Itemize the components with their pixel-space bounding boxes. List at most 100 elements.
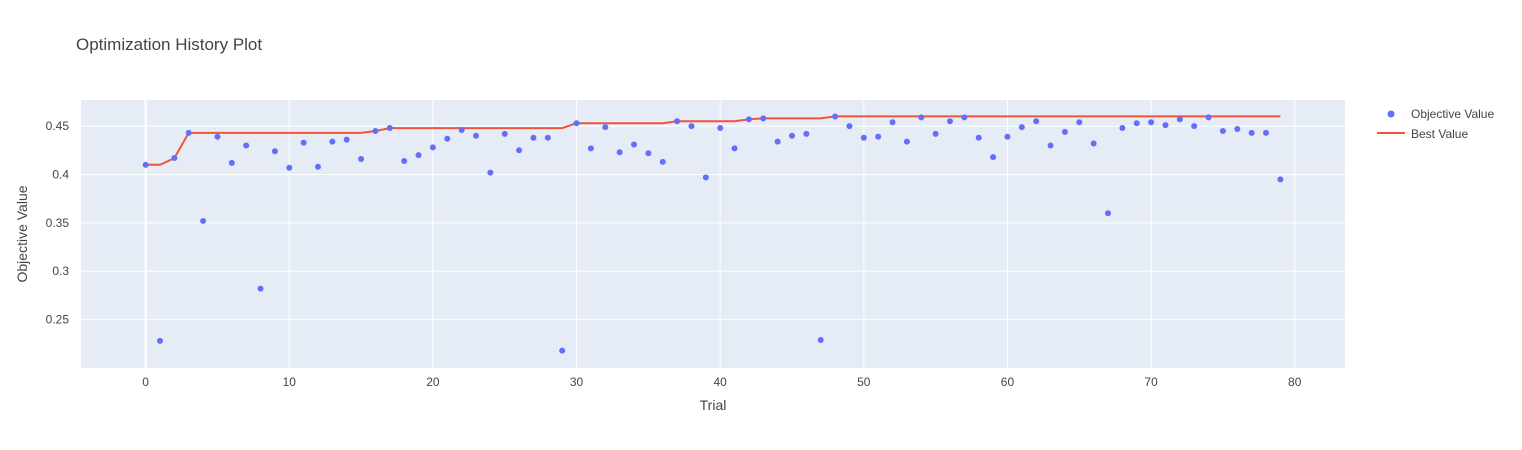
objective-value-point	[961, 114, 968, 121]
objective-value-point	[358, 156, 365, 163]
y-tick-label: 0.4	[52, 167, 69, 181]
objective-value-point	[659, 158, 666, 165]
y-tick-label: 0.3	[52, 264, 69, 278]
x-tick-label: 60	[1001, 375, 1015, 389]
objective-value-point	[947, 118, 953, 125]
objective-value-point	[1133, 120, 1140, 127]
objective-value-point	[803, 130, 810, 137]
objective-value-point	[731, 145, 738, 152]
objective-value-point	[860, 134, 867, 141]
objective-value-point	[932, 130, 939, 137]
objective-value-point	[975, 134, 982, 141]
objective-value-point	[990, 154, 997, 161]
objective-value-point	[171, 155, 178, 162]
objective-value-point	[1047, 142, 1054, 149]
objective-value-point	[1263, 129, 1269, 136]
plot-area	[81, 100, 1345, 368]
best-value-series	[145, 115, 1281, 166]
x-tick-label: 50	[857, 375, 871, 389]
objective-value-point	[1162, 122, 1169, 129]
objective-value-point	[1234, 126, 1241, 133]
objective-value-point	[516, 147, 523, 154]
objective-value-point	[257, 285, 264, 292]
objective-value-point	[918, 114, 925, 121]
objective-value-point	[458, 126, 465, 133]
objective-value-point	[1219, 127, 1226, 134]
objective-value-point	[415, 152, 422, 159]
objective-value-point	[429, 144, 436, 151]
x-tick-label: 0	[142, 375, 149, 389]
objective-value-point	[157, 337, 163, 344]
objective-value-point	[889, 119, 896, 126]
objective-value-point	[789, 132, 795, 139]
y-axis-ticks: 0.25 0.3 0.35 0.4 0.45	[46, 119, 70, 327]
objective-value-point	[903, 138, 910, 145]
objective-value-point	[1191, 123, 1198, 130]
objective-value-point	[817, 336, 824, 343]
objective-value-point	[487, 169, 494, 176]
objective-value-point	[286, 164, 293, 171]
objective-value-point	[1076, 119, 1083, 126]
objective-value-series	[142, 113, 1284, 354]
legend-item-objective-value[interactable]: Objective Value	[1387, 107, 1495, 121]
objective-value-point	[343, 136, 350, 143]
objective-value-point	[1018, 124, 1025, 131]
objective-value-point	[386, 125, 393, 132]
objective-value-point	[200, 217, 207, 224]
y-tick-label: 0.35	[46, 216, 70, 230]
objective-value-point	[559, 347, 566, 354]
objective-value-point	[1277, 176, 1284, 183]
objective-value-point	[832, 113, 839, 120]
objective-value-point	[300, 139, 307, 146]
objective-value-point	[717, 125, 724, 132]
legend-label-objective-value: Objective Value	[1411, 107, 1494, 121]
objective-value-point	[530, 134, 537, 141]
legend: Objective Value Best Value	[1377, 107, 1494, 141]
objective-value-point	[1090, 140, 1097, 147]
y-tick-label: 0.25	[46, 313, 70, 327]
objective-value-point	[745, 116, 752, 123]
x-tick-label: 80	[1288, 375, 1302, 389]
objective-value-point	[1176, 116, 1183, 123]
objective-value-point	[774, 138, 781, 145]
objective-value-point	[142, 161, 149, 168]
objective-value-point	[228, 159, 235, 166]
legend-item-best-value[interactable]: Best Value	[1377, 127, 1468, 141]
objective-value-point	[214, 133, 221, 140]
objective-value-point	[846, 123, 853, 130]
objective-value-point	[602, 124, 609, 131]
objective-value-point	[1119, 125, 1126, 132]
objective-value-point	[372, 127, 379, 134]
objective-value-point	[544, 134, 551, 141]
best-value-line	[145, 115, 1281, 166]
grid-lines	[81, 100, 1345, 368]
objective-value-point	[616, 149, 623, 156]
objective-value-point	[1033, 118, 1040, 125]
x-axis-ticks: 0 10 20 30 40 50 60 70 80	[142, 375, 1301, 389]
objective-value-point	[760, 115, 767, 122]
objective-value-point	[444, 135, 451, 142]
objective-value-point	[674, 118, 681, 125]
objective-value-point	[875, 133, 882, 140]
objective-value-point	[688, 123, 695, 130]
x-tick-label: 10	[283, 375, 297, 389]
objective-value-point	[1004, 133, 1011, 140]
legend-marker-objective-value	[1387, 110, 1395, 118]
objective-value-point	[1148, 119, 1155, 126]
x-tick-label: 30	[570, 375, 584, 389]
objective-value-point	[401, 157, 408, 164]
objective-value-point	[315, 163, 321, 170]
legend-label-best-value: Best Value	[1411, 127, 1468, 141]
objective-value-point	[702, 174, 709, 181]
chart-title: Optimization History Plot	[76, 35, 262, 54]
y-axis-title: Objective Value	[14, 185, 30, 282]
objective-value-point	[1105, 210, 1111, 217]
objective-value-point	[1205, 114, 1212, 121]
objective-value-point	[501, 130, 508, 137]
x-tick-label: 40	[714, 375, 728, 389]
objective-value-point	[1248, 129, 1255, 136]
objective-value-point	[243, 142, 250, 149]
x-tick-label: 20	[426, 375, 440, 389]
objective-value-point	[329, 138, 336, 145]
